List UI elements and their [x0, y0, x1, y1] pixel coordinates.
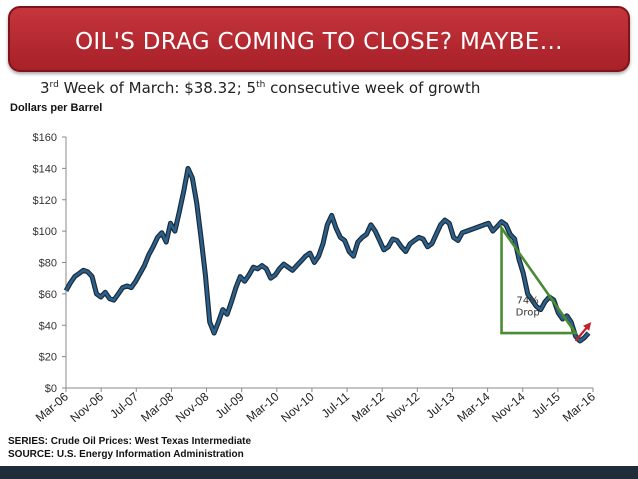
x-tick-label: Jul-11 — [319, 389, 353, 420]
y-tick-label: $120 — [33, 195, 57, 207]
y-tick-label: $20 — [39, 352, 57, 364]
x-tick-label: Jul-07 — [107, 389, 141, 421]
subtitle-price: Week of March: $38.32; — [58, 79, 247, 97]
annotation-drop: Drop — [516, 307, 540, 318]
x-tick-label: Nov-08 — [173, 389, 212, 425]
subtitle-rest: consecutive week of growth — [265, 79, 481, 97]
y-tick-label: $80 — [39, 258, 57, 270]
subtitle-ordinal-count-suffix: th — [256, 80, 266, 90]
drop-triangle — [500, 223, 579, 335]
x-tick-label: Jul-13 — [423, 389, 457, 421]
series-note: SERIES: Crude Oil Prices: West Texas Int… — [8, 436, 252, 447]
x-tick-label: Nov-14 — [489, 389, 528, 425]
subtitle: 3rd Week of March: $38.32; 5th consecuti… — [40, 79, 480, 97]
y-tick-label: $0 — [45, 383, 57, 395]
y-tick-label: $60 — [39, 289, 57, 301]
page-title: OIL'S DRAG COMING TO CLOSE? MAYBE… — [75, 29, 563, 55]
y-axis-label: Dollars per Barrel — [10, 102, 103, 114]
series-line — [64, 167, 590, 343]
x-tick-label: Mar-08 — [138, 389, 176, 424]
x-tick-label: Nov-12 — [384, 389, 423, 425]
source-note: SERIES: Crude Oil Prices: West Texas Int… — [8, 435, 251, 461]
y-tick-label: $40 — [39, 320, 57, 332]
x-tick-label: Jul-09 — [213, 389, 247, 421]
x-tick-label: Mar-14 — [454, 389, 492, 424]
x-tick-label: Mar-12 — [349, 389, 387, 424]
x-tick-label: Mar-16 — [560, 389, 598, 424]
x-tick-label: Mar-10 — [244, 389, 282, 424]
y-tick-label: $160 — [33, 132, 57, 144]
y-tick-label: $140 — [33, 163, 57, 175]
subtitle-ordinal-week-suffix: rd — [49, 80, 59, 90]
x-tick-label: Nov-06 — [67, 389, 106, 425]
y-tick-label: $100 — [33, 226, 57, 238]
source-line: SOURCE: U.S. Energy Information Administ… — [8, 449, 244, 460]
x-tick-label: Jul-15 — [529, 389, 563, 421]
subtitle-ordinal-count: 5 — [246, 79, 257, 97]
annotation-percent: 74% — [517, 295, 539, 306]
series-line-outline — [63, 165, 591, 344]
subtitle-ordinal-week: 3 — [40, 79, 50, 97]
footer-bar — [0, 466, 638, 479]
title-banner: OIL'S DRAG COMING TO CLOSE? MAYBE… — [8, 6, 630, 72]
rebound-arrow — [574, 322, 592, 342]
x-tick-label: Nov-10 — [278, 389, 317, 425]
